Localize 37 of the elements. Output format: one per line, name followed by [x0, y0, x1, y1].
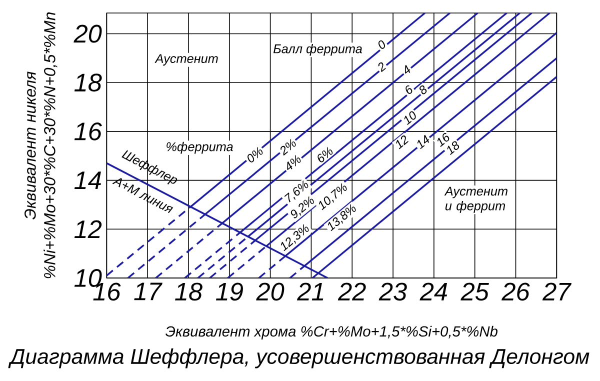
annotation: 18 [447, 141, 460, 156]
y-tick-label: 12 [74, 220, 102, 238]
annotation: 14 [417, 134, 430, 150]
annotation: 12 [396, 135, 408, 150]
annotation: 4% [287, 155, 301, 170]
annotation: 2 [378, 62, 386, 72]
annotation: 4 [405, 64, 410, 74]
x-axis-title: Эквивалент хрома %Cr+%Mo+1,5*%Si+0,5*%Nb [165, 326, 498, 340]
annotation: Аустенит [154, 54, 218, 66]
annotation: 6 [406, 85, 412, 94]
annotation: 0% [248, 146, 263, 162]
x-tick-label: 19 [216, 282, 243, 301]
y-tick-label: 20 [74, 24, 102, 43]
x-tick-label: 27 [542, 282, 572, 300]
x-tick-label: 18 [175, 282, 202, 301]
x-tick-label: 21 [296, 282, 324, 300]
y-tick-label: 16 [74, 122, 102, 140]
y-tick-label: 18 [74, 74, 102, 92]
x-tick-label: 17 [134, 282, 162, 300]
text: %Ni+%Mo+30*%C+30*%N+0,5*%Mn [44, 12, 58, 278]
x-tick-label: 23 [378, 282, 407, 301]
annotation: 0 [378, 40, 385, 49]
y-axis-title: Эквивалент никеля [24, 72, 36, 220]
annotation: 10 [404, 111, 416, 125]
x-tick-label: 20 [256, 282, 284, 301]
y-tick-label: 14 [74, 172, 101, 190]
annotation: 6% [318, 146, 333, 162]
x-tick-label: 24 [420, 282, 448, 300]
annotation: 8 [420, 85, 427, 94]
x-tick-label: 25 [460, 282, 489, 301]
annotation: 2% [280, 138, 296, 156]
annotation: 16 [437, 133, 450, 147]
text: Диаграмма Шеффлера, усовершенствованная Делонгом [8, 348, 590, 368]
annotation: Аустенит и феррит [444, 186, 508, 213]
x-tick-label: 22 [338, 282, 366, 300]
x-tick-label: 26 [502, 282, 530, 301]
annotation: Балл феррита [273, 44, 362, 56]
